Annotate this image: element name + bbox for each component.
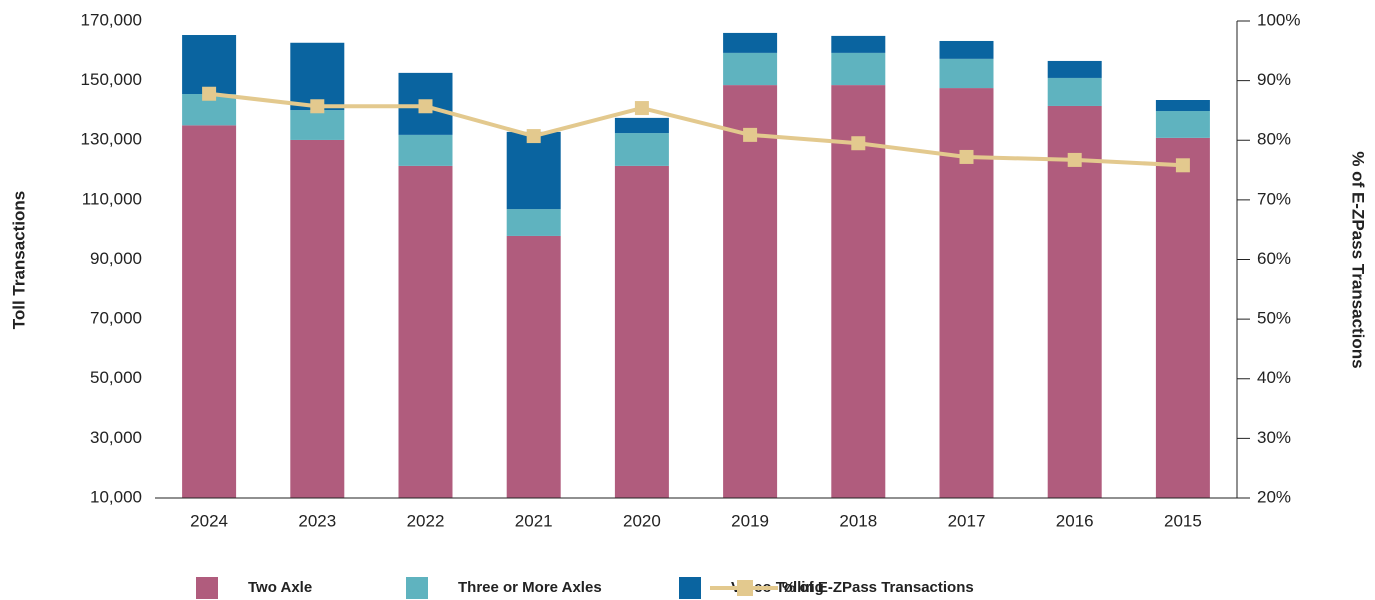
line-marker <box>743 127 758 142</box>
bar-segment <box>614 133 669 166</box>
x-tick-label: 2023 <box>298 511 336 530</box>
legend-text: Two Axle <box>248 579 312 596</box>
x-tick-label: 2019 <box>731 511 769 530</box>
y2-tick-label: 80% <box>1257 130 1291 149</box>
bar-segment <box>723 85 778 499</box>
legend-swatch <box>196 577 218 599</box>
line-marker <box>959 149 974 164</box>
bar-segment <box>831 52 886 86</box>
y2-tick-label: 30% <box>1257 428 1291 447</box>
bar-segment <box>1155 100 1210 112</box>
line-marker <box>310 99 325 114</box>
bar-segment <box>1155 111 1210 138</box>
bar-segment <box>398 134 453 166</box>
y2-tick-label: 100% <box>1257 10 1300 29</box>
y2-tick-label: 70% <box>1257 189 1291 208</box>
y2-axis-title: % of E-ZPass Transactions <box>1349 151 1368 368</box>
bar-segment <box>506 131 561 210</box>
bar-segment <box>1047 105 1102 498</box>
line-marker <box>634 101 649 116</box>
bar-segment <box>1155 137 1210 499</box>
line-marker <box>1067 152 1082 167</box>
bar-segment <box>290 110 345 140</box>
x-tick-label: 2021 <box>515 511 553 530</box>
line-marker <box>526 129 541 144</box>
bar-segment <box>506 235 561 498</box>
bar-segment <box>939 88 994 498</box>
x-tick-label: 2024 <box>190 511 228 530</box>
y-tick-label: 70,000 <box>90 309 142 328</box>
bar-segment <box>290 42 345 111</box>
x-tick-label: 2016 <box>1056 511 1094 530</box>
legend-text: % of E-ZPass Transactions <box>782 579 974 596</box>
bar-segment <box>506 209 561 236</box>
bar-segment <box>398 165 453 499</box>
x-tick-label: 2015 <box>1164 511 1202 530</box>
y2-tick-label: 60% <box>1257 249 1291 268</box>
line-marker <box>418 99 433 114</box>
y2-tick-label: 50% <box>1257 309 1291 328</box>
bar-segment <box>723 52 778 86</box>
bar-segment <box>614 117 669 134</box>
bar-segment <box>723 32 778 53</box>
bar-segment <box>614 165 669 499</box>
bar-segment <box>182 125 237 498</box>
x-tick-label: 2018 <box>839 511 877 530</box>
x-tick-label: 2022 <box>407 511 445 530</box>
legend-swatch <box>406 577 428 599</box>
bar-segment <box>290 139 345 498</box>
y-tick-label: 110,000 <box>82 189 142 208</box>
bar-segment <box>1047 60 1102 78</box>
y-tick-label: 30,000 <box>90 428 142 447</box>
legend-swatch <box>679 577 701 599</box>
bar-segment <box>939 40 994 59</box>
bar-segment <box>831 85 886 499</box>
y-tick-label: 130,000 <box>81 130 142 149</box>
y-tick-label: 150,000 <box>81 70 142 89</box>
y-axis-title: Toll Transactions <box>9 191 28 330</box>
y2-tick-label: 40% <box>1257 368 1291 387</box>
bar-segment <box>182 35 237 95</box>
x-tick-label: 2020 <box>623 511 661 530</box>
y-tick-label: 50,000 <box>90 368 142 387</box>
bar-segment <box>939 58 994 89</box>
line-marker <box>202 86 217 101</box>
bar-segment <box>1047 77 1102 106</box>
line-marker <box>1175 158 1190 173</box>
bar-segment <box>831 35 886 53</box>
y2-tick-label: 90% <box>1257 70 1291 89</box>
legend-text: Three or More Axles <box>458 579 602 596</box>
y-tick-label: 90,000 <box>90 249 142 268</box>
y2-tick-label: 20% <box>1257 487 1291 506</box>
x-tick-label: 2017 <box>948 511 986 530</box>
y-tick-label: 170,000 <box>81 10 142 29</box>
legend-marker <box>737 580 753 596</box>
line-marker <box>851 136 866 151</box>
line-series <box>208 91 1183 168</box>
y-tick-label: 10,000 <box>90 487 142 506</box>
